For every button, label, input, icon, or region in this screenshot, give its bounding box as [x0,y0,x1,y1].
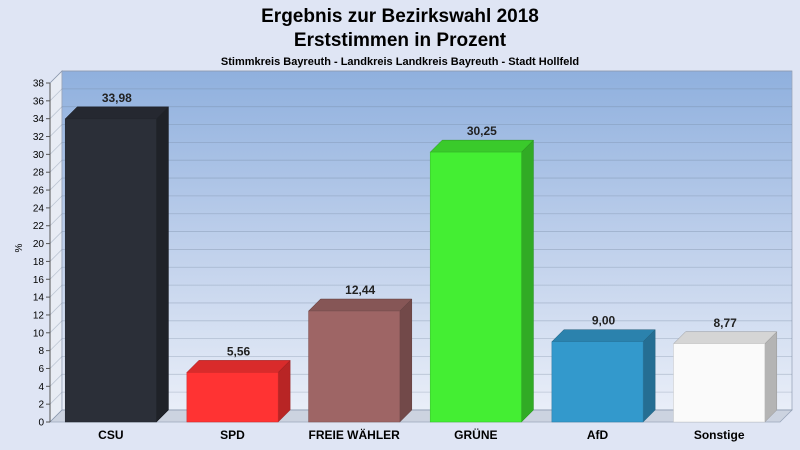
bar-side [156,106,169,423]
y-tick-label: 0 [38,418,44,429]
y-tick-label: 20 [33,239,45,250]
y-tick-label: 22 [33,221,45,232]
y-tick-label: 18 [33,257,45,268]
bar-top [551,329,656,342]
chart-title-2: Erststimmen in Prozent [294,30,507,51]
x-tick-label: Sonstige [694,428,745,442]
grid-line [49,409,792,423]
bar-side [399,298,413,423]
y-tick-label: 10 [33,328,45,339]
grid-line [49,88,792,102]
bar-grüne: 30,25 [429,124,535,423]
bar-value-label: 12,44 [345,283,375,297]
bar-front [186,372,279,423]
grid-line [49,373,792,387]
grid-line [49,213,792,227]
y-axis-label: % [14,243,25,252]
bar-front [308,310,401,423]
grid-line [49,124,792,137]
bar-sonstige: 8,77 [672,316,778,423]
bar-top [64,106,170,120]
bar-value-label: 33,98 [102,91,132,105]
grid-line [49,320,792,334]
x-tick-label: CSU [98,428,123,442]
bar-spd: 5,56 [186,344,291,423]
y-tick-label: 32 [33,132,45,143]
grid-line [49,195,792,209]
y-tick-label: 16 [33,275,45,286]
y-tick-label: 4 [38,382,44,393]
grid-line [49,302,792,316]
x-tick-label: GRÜNE [454,427,497,442]
grid-line [49,284,792,298]
grid-line [49,177,792,191]
grid-lines [49,70,792,423]
y-tick-label: 14 [33,293,45,304]
bar-top [672,331,778,345]
left-wall [49,70,63,423]
bar-front [64,118,157,423]
y-tick-label: 2 [38,400,44,411]
x-tick-label: SPD [220,428,245,442]
bar-front [429,151,522,423]
x-tick-label: AfD [587,428,609,442]
y-tick-label: 8 [38,346,44,357]
plot-background [49,70,793,423]
bar-top [186,360,291,373]
bar-front [673,343,766,423]
bar-front [551,341,644,423]
grid-line [49,159,792,173]
x-axis-labels: CSU SPD FREIE WÄHLER GRÜNE AfD Sonstige [98,427,745,442]
y-tick-label: 34 [33,114,45,125]
grid-line [49,391,792,405]
y-tick-label: 36 [33,96,45,107]
back-wall [61,70,793,411]
bar-side [521,139,534,423]
bar-csu: 33,98 [64,91,170,423]
grid-line [49,356,792,369]
grid-line [49,231,792,244]
bars: 33,98 5,56 12,44 30,25 9,00 8,77 [64,91,778,423]
bar-freie-wähler: 12,44 [307,283,413,423]
grid-line [49,70,792,84]
y-tick-label: 6 [38,364,44,375]
bar-value-label: 8,77 [713,316,737,330]
bar-side [764,331,778,423]
bar-top [429,139,535,153]
y-tick-label: 30 [33,150,45,161]
grid-line [49,266,792,280]
y-tick-label: 12 [33,310,45,321]
bar-afd: 9,00 [551,314,656,423]
bar-value-label: 30,25 [467,124,497,138]
bar-side [642,329,656,423]
bar-value-label: 5,56 [227,344,251,358]
y-tick-label: 28 [33,168,45,179]
grid-line [49,249,792,262]
grid-line [49,141,792,155]
chart-subtitle: Stimmkreis Bayreuth - Landkreis Landkrei… [221,56,579,68]
grid-line [49,106,792,119]
bar-value-label: 9,00 [592,314,616,328]
y-tick-label: 24 [33,203,45,214]
chart-title: Ergebnis zur Bezirkswahl 2018 [261,6,539,27]
x-tick-label: FREIE WÄHLER [308,427,400,442]
bar-top [307,298,413,312]
y-tick-label: 38 [33,79,45,90]
grid-line [49,338,792,351]
y-tick-label: 26 [33,186,45,197]
